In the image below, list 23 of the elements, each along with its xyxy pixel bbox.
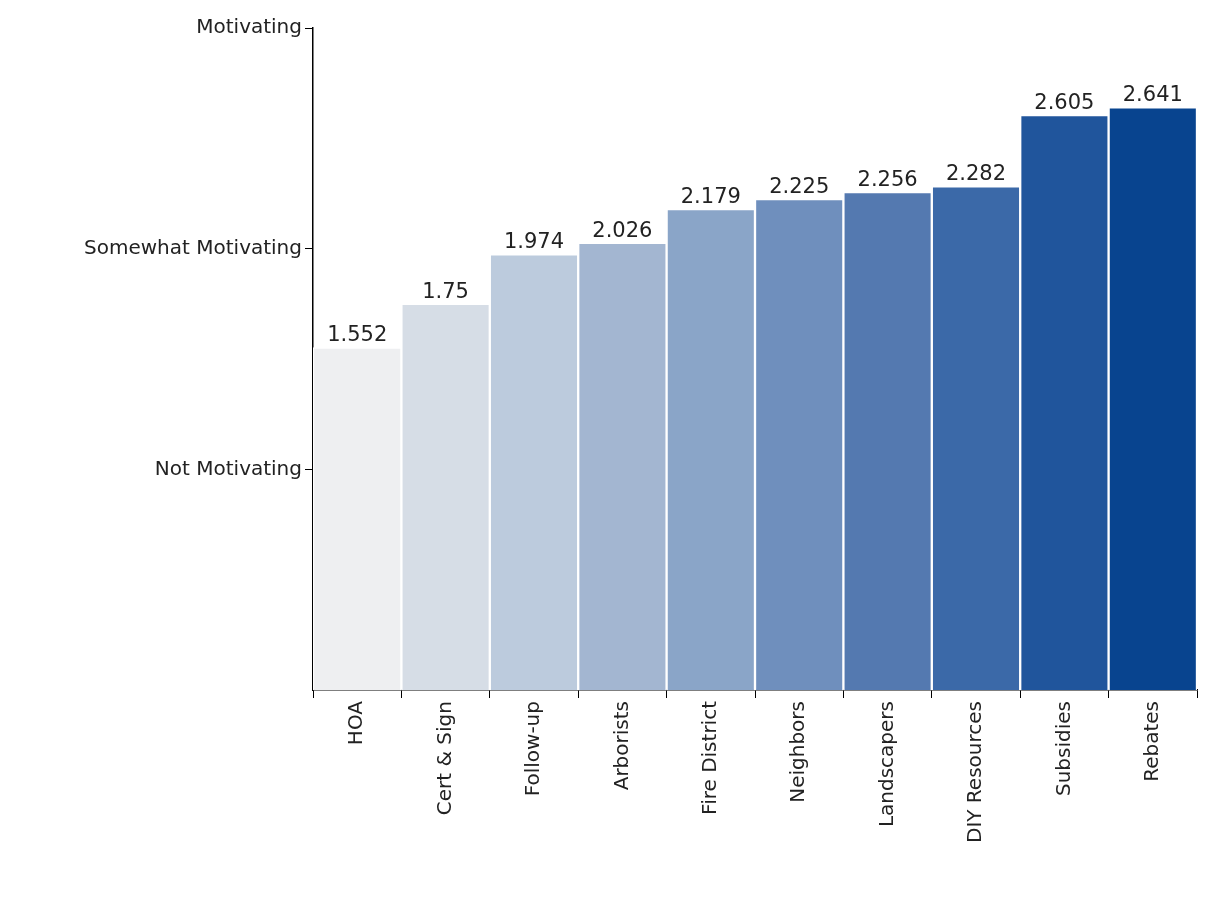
data-label: 2.605 [1034, 90, 1095, 115]
data-label: 1.552 [327, 322, 388, 347]
x-tick-label: Arborists [608, 701, 633, 791]
data-label: 2.179 [680, 184, 741, 209]
x-tick-label: Fire District [697, 700, 721, 815]
data-label: 1.75 [422, 278, 469, 303]
x-tick-label: Subsidies [1050, 701, 1075, 797]
x-tick-label: Rebates [1139, 701, 1163, 782]
x-tick-label: DIY Resources [962, 701, 987, 844]
x-tick-label: Neighbors [785, 701, 810, 803]
x-tick-label: Landscapers [873, 701, 898, 828]
text: Somewhat Motivating [84, 234, 302, 259]
data-label: 2.641 [1122, 82, 1183, 107]
text: Motivating [196, 14, 302, 39]
data-label: 2.225 [769, 173, 830, 198]
x-tick-label: HOA [343, 700, 368, 746]
data-label: 2.256 [857, 167, 918, 192]
data-label: 1.974 [503, 229, 565, 254]
data-label: 2.026 [592, 217, 653, 242]
text: Not Motivating [154, 455, 302, 480]
data-label: 2.282 [945, 161, 1007, 186]
x-tick-label: Follow-up [520, 701, 545, 797]
x-tick-label: Cert & Sign [431, 701, 456, 816]
